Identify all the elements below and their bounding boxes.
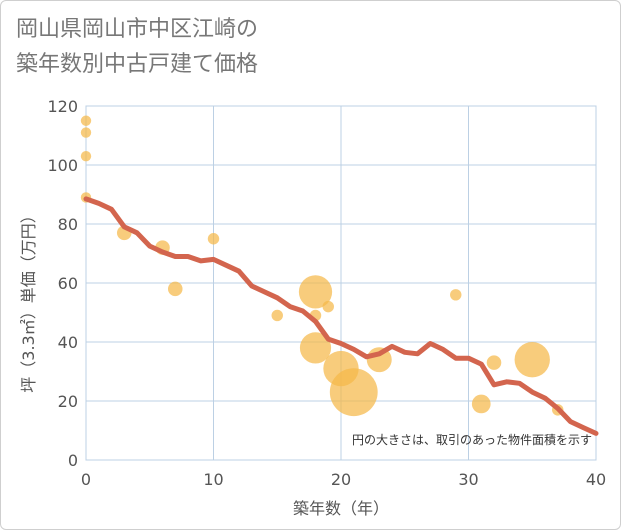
y-tick-label: 120 <box>47 97 78 116</box>
bubble-point <box>514 342 550 378</box>
x-tick-label: 0 <box>81 470 91 489</box>
bubble-point <box>80 115 92 126</box>
bubble-point <box>80 150 92 162</box>
bubble-point <box>450 289 462 301</box>
x-axis-label: 築年数（年） <box>293 499 389 518</box>
average-line-series <box>83 196 599 436</box>
chart-title-line-1: 岡山県岡山市中区江崎の <box>16 17 259 42</box>
chart-title-line-2: 築年数別中古戸建て価格 <box>16 52 259 77</box>
bubble-point <box>80 127 92 138</box>
bubble-point <box>471 394 491 414</box>
y-tick-label: 20 <box>58 392 78 411</box>
average-price-line <box>83 196 599 436</box>
bubble-point <box>299 332 332 364</box>
chart-title: 岡山県岡山市中区江崎の 築年数別中古戸建て価格 <box>16 12 258 82</box>
y-tick-label: 40 <box>58 333 78 352</box>
bubble-series <box>80 115 564 417</box>
y-tick-label: 80 <box>58 215 78 234</box>
y-tick-label: 0 <box>68 451 78 470</box>
x-tick-label: 40 <box>586 470 606 489</box>
x-tick-label: 10 <box>203 470 223 489</box>
bubble-point <box>329 368 378 417</box>
x-tick-label: 30 <box>458 470 478 489</box>
bubble-point <box>298 275 333 309</box>
y-tick-label: 60 <box>58 274 78 293</box>
x-tick-label: 20 <box>331 470 351 489</box>
axis-ticks: 0 10 20 30 40 0 20 40 60 80 100 120 <box>47 97 606 489</box>
y-axis-label: 坪（3.3㎡）単価（万円） <box>19 207 38 392</box>
bubble-point <box>271 309 283 322</box>
bubble-point <box>322 300 334 313</box>
bubble-point <box>207 233 220 245</box>
y-tick-label: 100 <box>47 156 78 175</box>
bubble-point <box>167 281 183 297</box>
size-note: 円の大きさは、取引のあった物件面積を示す <box>352 432 592 447</box>
bubble-point <box>486 355 502 370</box>
